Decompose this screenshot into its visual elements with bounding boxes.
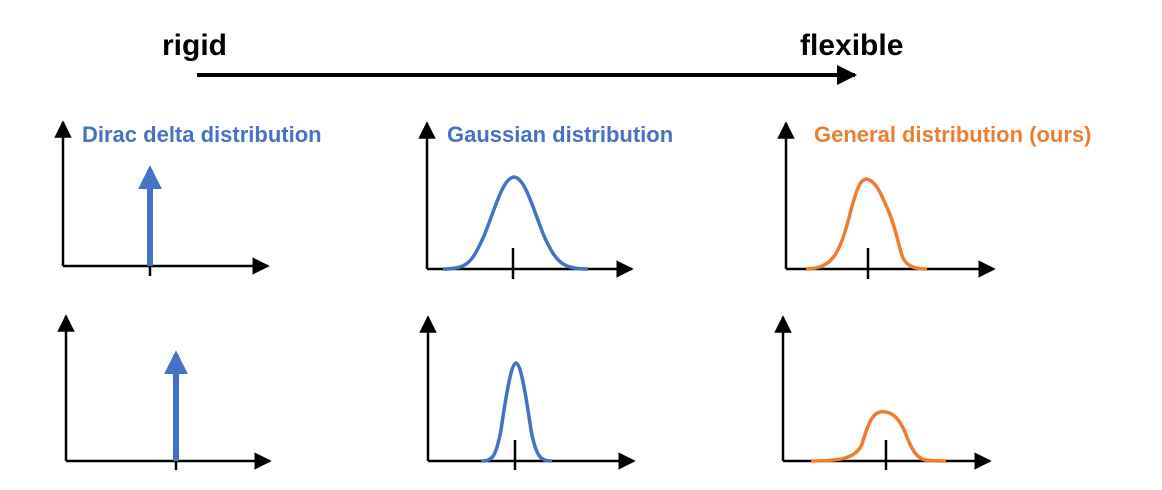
dirac-plot-bottom <box>57 314 272 470</box>
dirac-title: Dirac delta distribution <box>82 122 322 147</box>
dirac-plot-top <box>54 120 270 276</box>
general-curve <box>810 409 947 463</box>
general-title: General distribution (ours) <box>814 122 1091 147</box>
general-plot-top <box>777 121 996 279</box>
gaussian-curve <box>480 361 553 463</box>
rigid-label: rigid <box>162 29 227 62</box>
flexible-label: flexible <box>800 29 903 62</box>
gaussian-plot-top <box>418 121 634 279</box>
gaussian-title: Gaussian distribution <box>447 122 673 147</box>
general-plot-bottom <box>774 315 992 470</box>
gaussian-curve <box>442 175 589 271</box>
gaussian-plot-bottom <box>419 315 636 470</box>
general-curve <box>805 177 928 271</box>
